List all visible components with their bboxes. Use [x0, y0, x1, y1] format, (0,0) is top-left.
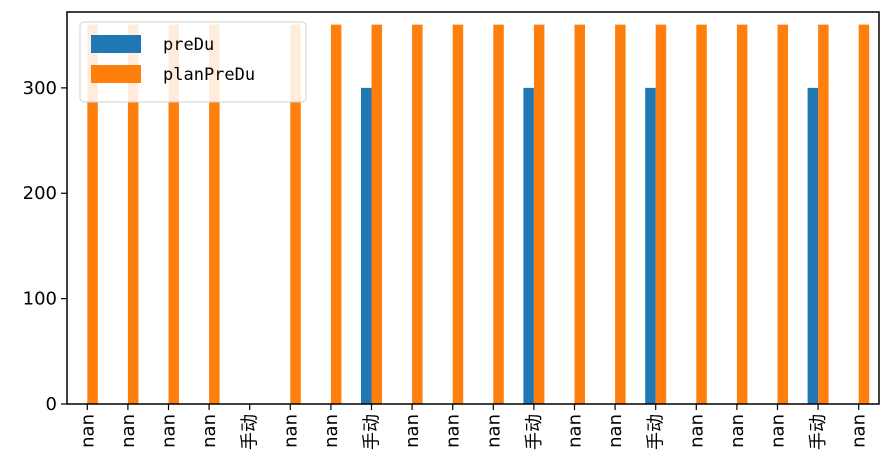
- x-tick-label-4: 手动: [240, 414, 261, 450]
- x-tick-label-16: nan: [727, 414, 748, 448]
- bar-preDu-7: [361, 87, 372, 404]
- bar-planPreDu-17: [777, 24, 788, 404]
- x-tick-label-19: nan: [849, 414, 870, 448]
- bar-planPreDu-11: [533, 24, 545, 404]
- bars-group: [87, 24, 870, 404]
- bar-planPreDu-2: [168, 24, 179, 404]
- x-tick-label-12: nan: [565, 414, 586, 448]
- x-tick-label-17: nan: [768, 414, 789, 448]
- x-tick-label-8: nan: [402, 414, 423, 448]
- x-tick-label-1: nan: [118, 414, 139, 448]
- bar-planPreDu-14: [655, 24, 667, 404]
- x-tick-label-0: nan: [77, 414, 98, 448]
- bar-planPreDu-8: [412, 24, 423, 404]
- bar-preDu-14: [645, 87, 656, 404]
- legend: preDu planPreDu: [79, 21, 307, 103]
- x-tick-label-10: nan: [483, 414, 504, 448]
- bar-planPreDu-0: [87, 24, 98, 404]
- bar-planPreDu-15: [696, 24, 707, 404]
- bar-planPreDu-3: [209, 24, 220, 404]
- bar-planPreDu-10: [493, 24, 504, 404]
- bar-planPreDu-9: [452, 24, 464, 404]
- legend-box: [79, 21, 307, 103]
- legend-label-planPreDu: planPreDu: [163, 65, 255, 85]
- x-tick-label-9: nan: [443, 414, 464, 448]
- plot-frame: [66, 11, 880, 405]
- bar-planPreDu-16: [736, 24, 748, 404]
- x-tick-label-6: nan: [321, 414, 342, 448]
- x-tick-label-3: nan: [199, 414, 220, 448]
- bar-preDu-11: [523, 87, 534, 404]
- y-tick-label-0: 0: [46, 394, 57, 415]
- y-tick-label-3: 300: [23, 78, 57, 99]
- legend-swatch-preDu: [91, 35, 141, 53]
- legend-swatch-planPreDu: [91, 65, 141, 83]
- x-axis: nan nan nan nan 手动 nan nan 手动 nan nan nan 手动 nan nan 手…: [77, 404, 870, 450]
- bar-planPreDu-5: [290, 24, 301, 404]
- y-tick-label-2: 200: [23, 183, 57, 204]
- x-tick-label-7: 手动: [362, 414, 383, 450]
- x-tick-label-5: nan: [280, 414, 301, 448]
- y-tick-label-1: 100: [23, 289, 57, 310]
- legend-label-preDu: preDu: [163, 35, 214, 55]
- x-tick-label-13: nan: [605, 414, 626, 448]
- bar-preDu-18: [807, 87, 819, 404]
- x-tick-label-2: nan: [159, 414, 180, 448]
- x-tick-label-18: 手动: [808, 414, 829, 450]
- x-tick-label-11: 手动: [524, 414, 545, 450]
- bar-planPreDu-6: [330, 24, 342, 404]
- bar-planPreDu-13: [615, 24, 626, 404]
- bar-planPreDu-12: [574, 24, 585, 404]
- y-axis: 0 100 200 300: [23, 78, 67, 415]
- bar-planPreDu-7: [371, 24, 382, 404]
- bar-planPreDu-19: [858, 24, 870, 404]
- x-tick-label-15: nan: [686, 414, 707, 448]
- x-tick-label-14: 手动: [646, 414, 667, 450]
- bar-planPreDu-1: [127, 24, 139, 404]
- bar-planPreDu-18: [818, 24, 829, 404]
